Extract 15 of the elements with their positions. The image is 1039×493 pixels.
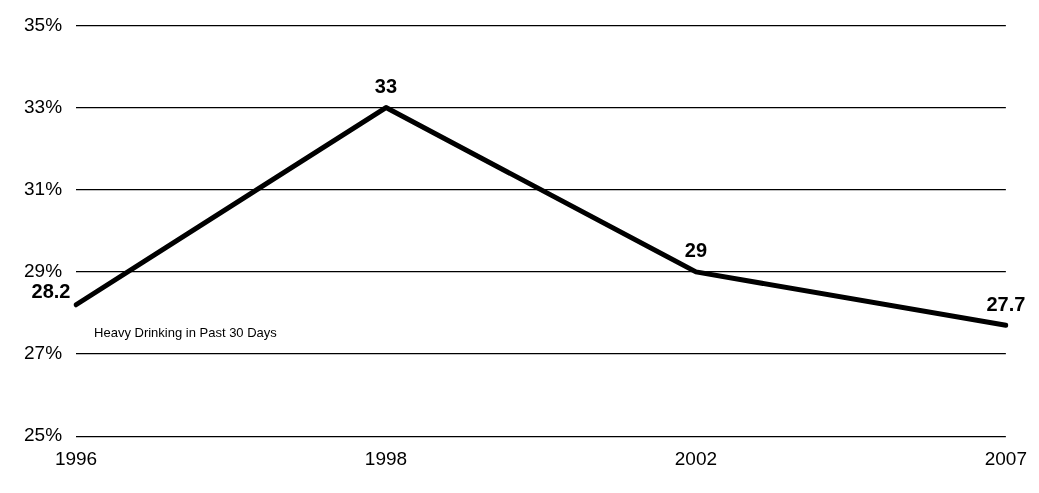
x-tick-label: 2007 <box>984 447 1028 469</box>
y-tick-label: 35% <box>24 13 63 35</box>
data-label: 33 <box>374 75 398 98</box>
annotation: Heavy Drinking in Past 30 Days <box>94 325 278 341</box>
y-tick-label: 27% <box>24 342 63 364</box>
x-tick-label: 2002 <box>674 447 718 469</box>
y-tick-label: 29% <box>24 260 63 282</box>
data-label: 29 <box>684 239 708 262</box>
data-label: 28.2 <box>31 280 71 303</box>
data-label: 27.7 <box>986 292 1026 315</box>
y-tick-label: 31% <box>24 177 63 199</box>
y-tick-label: 33% <box>24 95 63 117</box>
x-tick-label: 1996 <box>54 447 98 469</box>
x-tick-label: 1998 <box>364 447 408 469</box>
y-tick-label: 25% <box>24 424 63 446</box>
